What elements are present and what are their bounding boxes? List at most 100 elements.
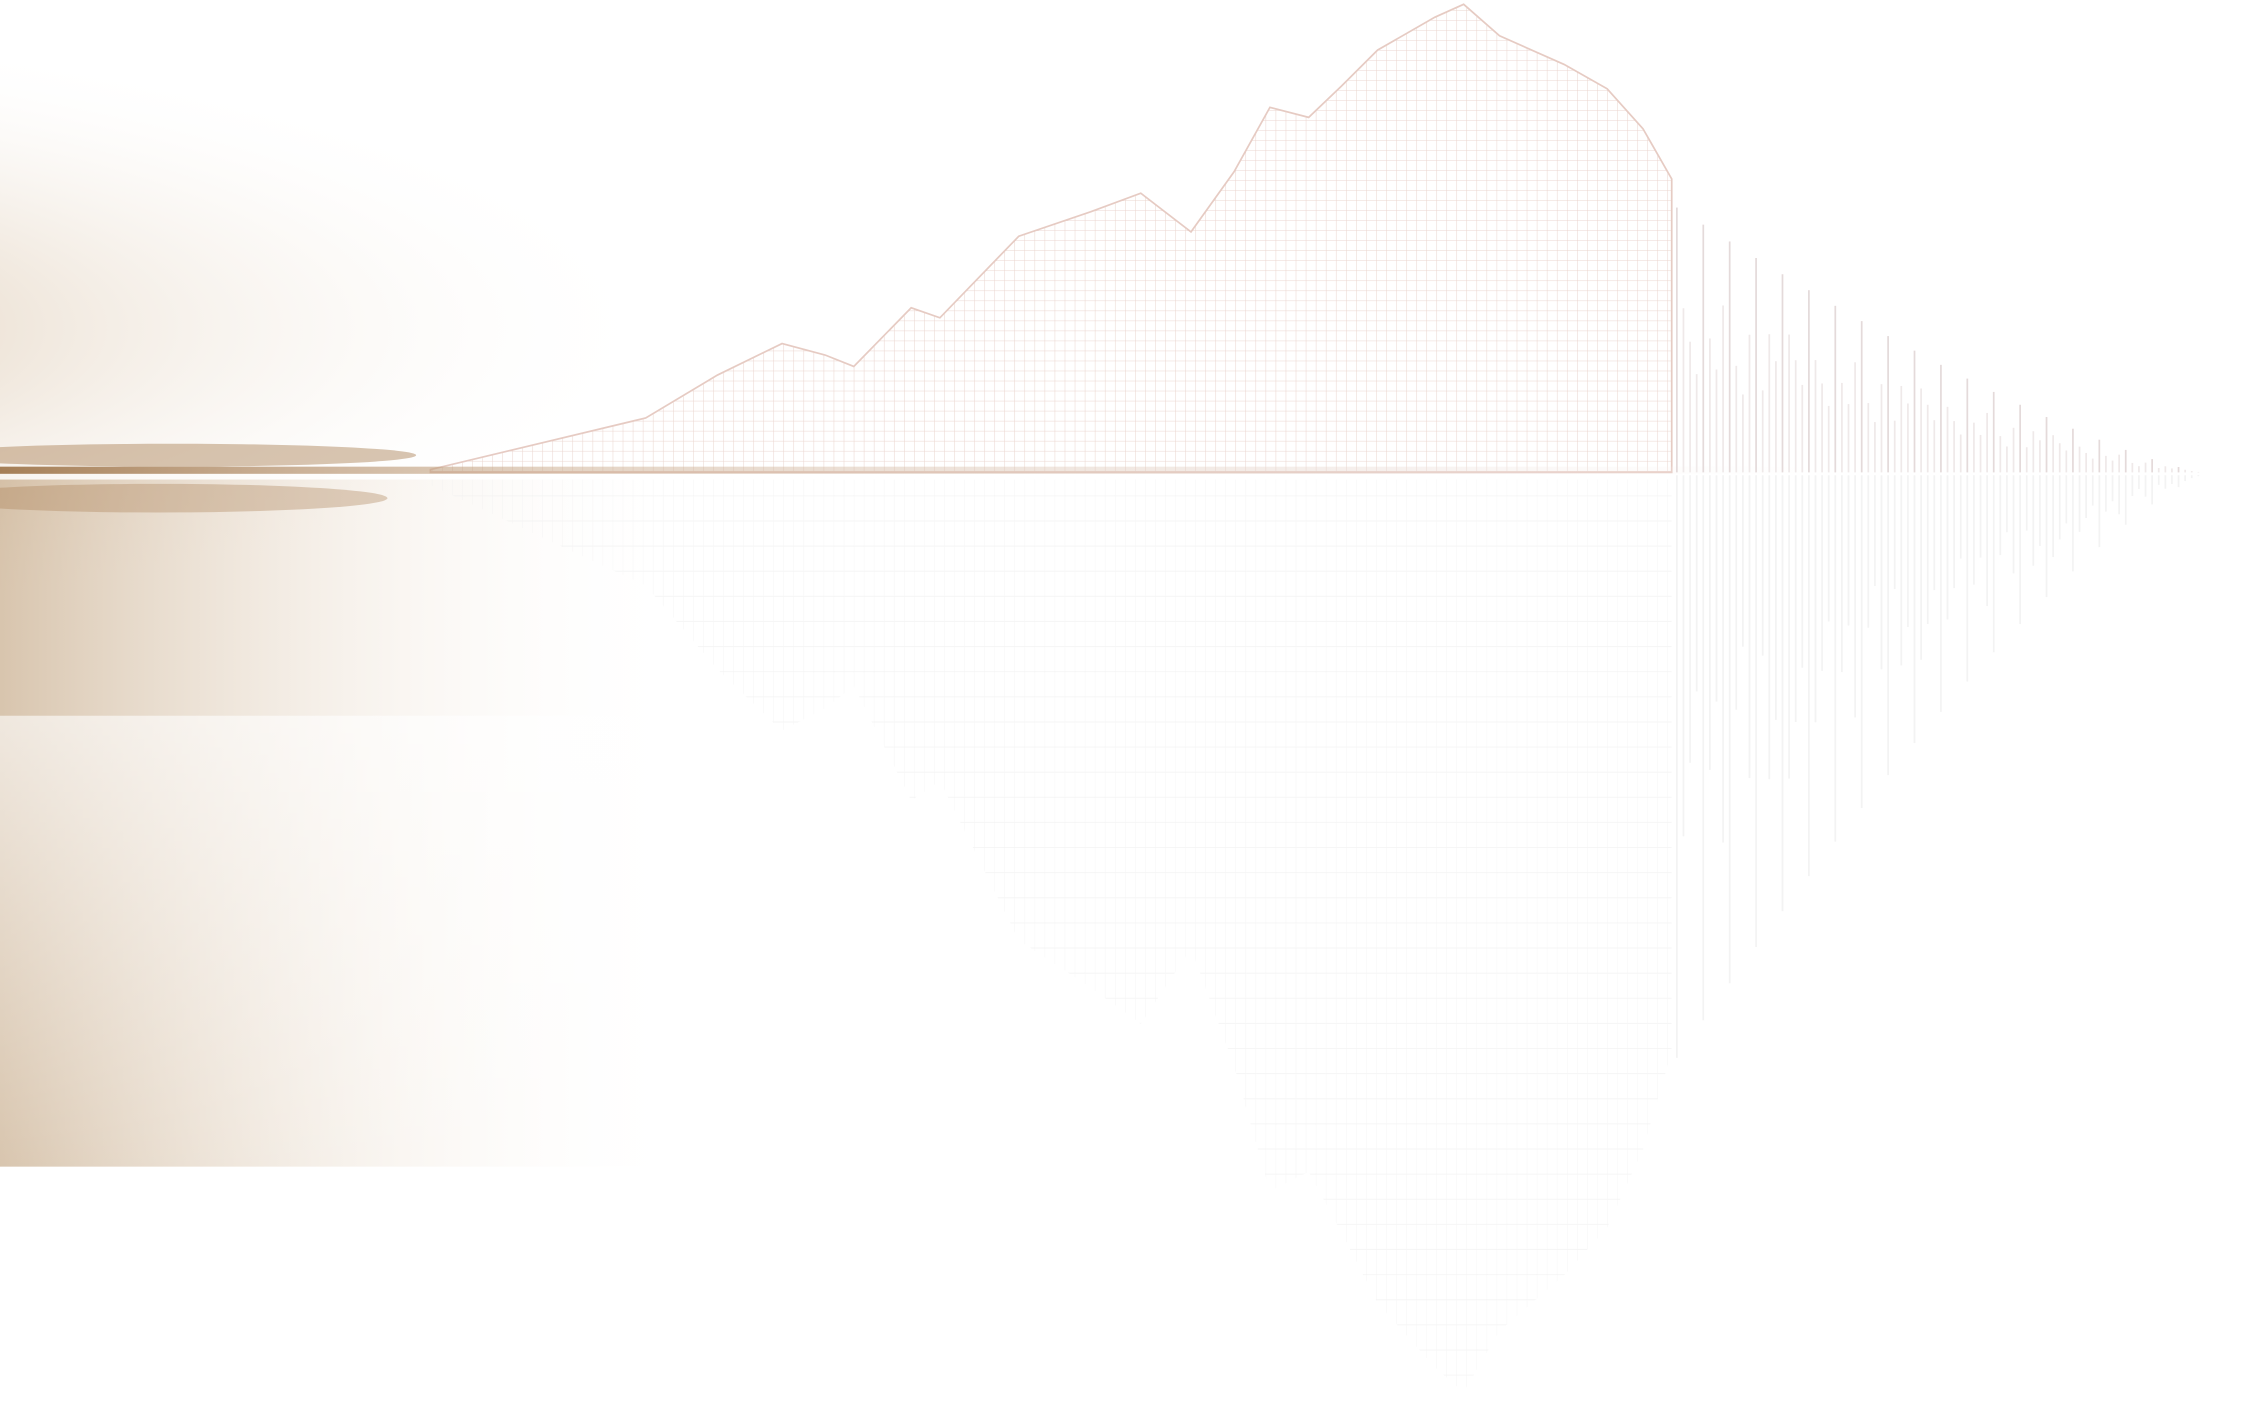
spectrum-bar-reflection bbox=[1992, 475, 1995, 653]
spectrum-bar bbox=[1682, 308, 1685, 473]
spectrum-bar bbox=[1973, 422, 1975, 473]
spectrum-bar-reflection bbox=[2019, 475, 2021, 625]
spectrum-bar-reflection bbox=[2151, 475, 2153, 505]
spectrum-bar bbox=[2045, 417, 2048, 473]
spectrum-bar-reflection bbox=[2032, 475, 2035, 566]
spectrum-bar-reflection bbox=[2091, 475, 2094, 506]
spectrum-bar bbox=[1834, 305, 1837, 473]
spectrum-bar-reflection bbox=[1953, 475, 1955, 589]
spectrum-bar bbox=[2177, 466, 2180, 473]
spectrum-bar bbox=[1676, 207, 1678, 473]
spectrum-bar bbox=[1702, 224, 1705, 473]
spectrum-bar-reflection bbox=[1689, 475, 1691, 763]
spectrum-bar-reflection bbox=[1695, 475, 1698, 692]
spectrum-bar bbox=[2019, 404, 2021, 473]
spectrum-bar bbox=[2105, 455, 2107, 473]
spectrum-bar bbox=[1689, 341, 1691, 473]
spectrum-bar-reflection bbox=[1841, 475, 1843, 673]
spectrum-bar bbox=[1907, 403, 1909, 473]
spectrum-bar-reflection bbox=[1808, 475, 1810, 877]
spectrum-bar bbox=[2078, 446, 2081, 473]
spectrum-bar bbox=[1920, 388, 1922, 473]
spectrum-bar-reflection bbox=[1702, 475, 1705, 1021]
spectrum-bar-reflection bbox=[2006, 475, 2008, 533]
spectrum-bar bbox=[1768, 334, 1771, 473]
spectrum-bar bbox=[1827, 405, 1830, 473]
spectrum-bar bbox=[1781, 274, 1784, 473]
spectrum-bar-reflection bbox=[1682, 475, 1685, 837]
spectrum-bar-reflection bbox=[1775, 475, 1777, 720]
horizon-line bbox=[0, 466, 1866, 474]
spectrum-bar bbox=[1847, 404, 1850, 473]
spectrum-bar-reflection bbox=[1676, 475, 1678, 1058]
spectrum-bar bbox=[1728, 241, 1731, 473]
spectrum-bar-reflection bbox=[1999, 475, 2002, 556]
spectrum-bar-reflection bbox=[2171, 475, 2173, 484]
spectrum-bar-reflection bbox=[1874, 475, 1876, 586]
spectrum-bar bbox=[2184, 469, 2187, 473]
spectrum-bar bbox=[2025, 447, 2028, 473]
spectrum-bar-reflection bbox=[1814, 475, 1817, 723]
spectrum-bars bbox=[1676, 207, 2200, 1058]
spectrum-bar-reflection bbox=[2197, 475, 2200, 477]
spectrum-bar-reflection bbox=[1920, 475, 1922, 660]
spectrum-bar bbox=[1788, 334, 1790, 473]
spectrum-bar bbox=[2065, 450, 2068, 473]
spectrum-bar bbox=[1959, 434, 1962, 473]
spectrum-bar-reflection bbox=[2124, 475, 2127, 525]
spectrum-bar-reflection bbox=[1821, 475, 1823, 671]
spectrum-bar-reflection bbox=[2085, 475, 2087, 518]
spectrum-bar bbox=[1946, 406, 1949, 473]
spectrum-bar bbox=[1860, 321, 1863, 473]
spectrum-bar bbox=[1709, 338, 1711, 473]
spectrum-bar bbox=[1979, 434, 1982, 473]
spectrum-bar-reflection bbox=[1913, 475, 1916, 744]
spectrum-bar-reflection bbox=[1979, 475, 1982, 558]
spectrum-bar-reflection bbox=[2039, 475, 2041, 546]
spectrum-bar-reflection bbox=[1946, 475, 1949, 620]
spectrum-bar-reflection bbox=[1880, 475, 1883, 670]
spectrum-bar bbox=[2157, 468, 2160, 473]
spectrum-bar bbox=[1880, 384, 1883, 473]
spectrum-bar-reflection bbox=[1781, 475, 1784, 912]
spectrum-bar-reflection bbox=[1867, 475, 1870, 628]
spectrum-bar-reflection bbox=[1735, 475, 1738, 710]
spectrum-bar bbox=[1814, 360, 1817, 473]
spectrum-bar bbox=[2118, 454, 2120, 473]
spectrum-bar bbox=[1854, 362, 1856, 473]
spectrum-bar-reflection bbox=[1973, 475, 1975, 585]
spectrum-bar-reflection bbox=[1900, 475, 1903, 666]
spectrum-bar-reflection bbox=[2045, 475, 2048, 598]
spectrum-bar-reflection bbox=[1860, 475, 1863, 809]
spectrum-bar bbox=[1913, 350, 1916, 473]
spectrum-bar-reflection bbox=[1742, 475, 1744, 647]
spectrum-bar bbox=[2164, 466, 2167, 473]
spectrum-bar-reflection bbox=[1748, 475, 1751, 779]
spectrum-bar bbox=[1715, 369, 1718, 473]
spectrum-bar bbox=[1867, 403, 1870, 473]
spectrum-bar-reflection bbox=[1893, 475, 1896, 590]
spectrum-bar-reflection bbox=[1755, 475, 1757, 947]
spectrum-bar-reflection bbox=[1715, 475, 1718, 702]
spectrum-bar bbox=[1742, 394, 1744, 473]
spectrum-bar-reflection bbox=[1847, 475, 1850, 626]
spectrum-bar-reflection bbox=[2052, 475, 2054, 558]
spectrum-bar bbox=[2052, 435, 2054, 473]
spectrum-bar-reflection bbox=[1854, 475, 1856, 718]
spectrum-bar-reflection bbox=[1926, 475, 1929, 624]
spectrum-bar bbox=[2144, 462, 2147, 473]
spectrum-bar bbox=[2131, 462, 2134, 473]
spectrum-bar-reflection bbox=[2177, 475, 2180, 488]
spectrum-bar bbox=[1940, 364, 1942, 473]
spectrum-bar bbox=[2151, 459, 2153, 473]
spectrum-bar-reflection bbox=[1966, 475, 1969, 682]
spectrum-bar bbox=[2006, 446, 2008, 473]
spectrum-bar bbox=[2098, 439, 2101, 473]
spectrum-bar-reflection bbox=[2072, 475, 2074, 572]
spectrum-bar bbox=[2012, 427, 2015, 473]
spectrum-bar-reflection bbox=[2098, 475, 2101, 548]
spectrum-bar bbox=[1926, 404, 1929, 473]
spectrum-bar bbox=[2171, 468, 2173, 473]
spectrum-bar-reflection bbox=[1907, 475, 1909, 627]
